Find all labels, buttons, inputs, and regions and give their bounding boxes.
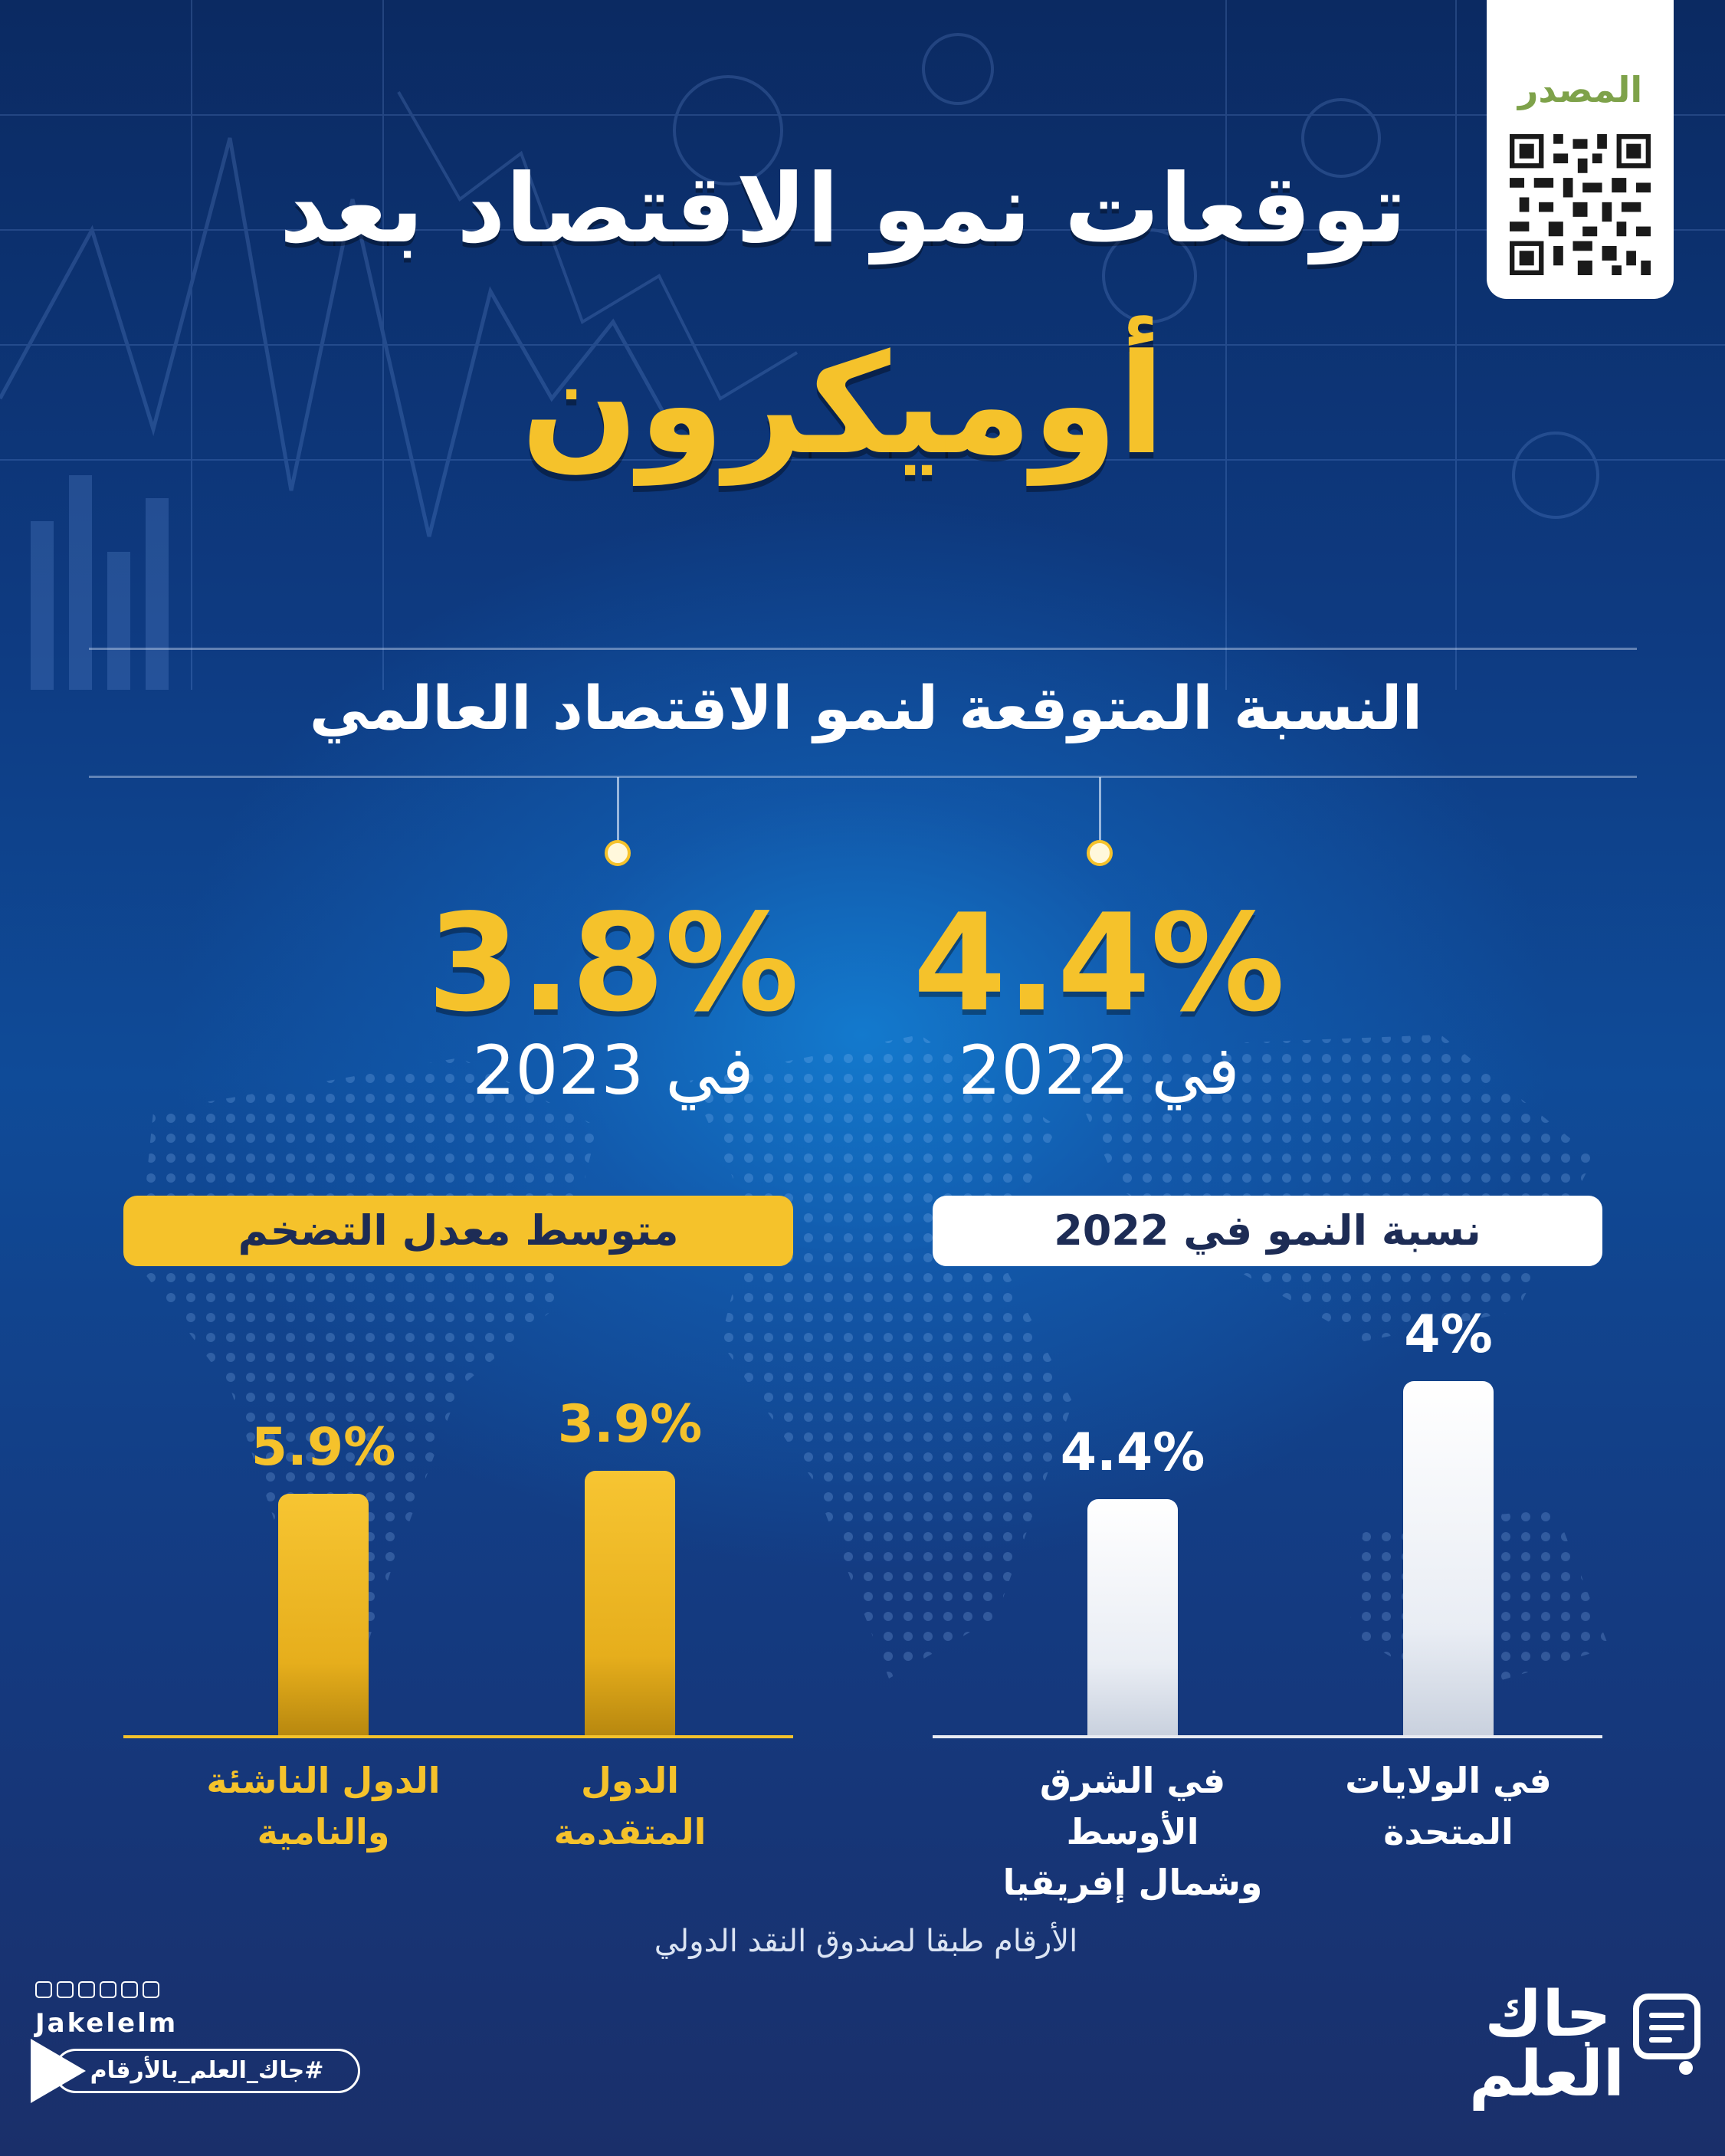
- forecast-year-2022: في 2022: [958, 1031, 1240, 1110]
- title-line-1: توقعات نمو الاقتصاد بعد: [279, 154, 1407, 264]
- instagram-icon[interactable]: [57, 1981, 74, 1998]
- social-handle[interactable]: Jakelelm: [35, 2008, 179, 2039]
- bar-emerging-inflation: [278, 1494, 369, 1735]
- twitter-icon[interactable]: [121, 1981, 138, 1998]
- forecast-year-2023: في 2023: [472, 1031, 754, 1110]
- growth-chart-baseline: [933, 1735, 1602, 1738]
- category-label-mena-line1: في الشرق الأوسط: [1039, 1760, 1226, 1852]
- bar-us-growth: [1403, 1381, 1494, 1735]
- category-label-advanced-line2: المتقدمة: [553, 1810, 707, 1852]
- category-label-us-line2: المتحدة: [1383, 1810, 1513, 1852]
- qr-code-icon[interactable]: [1510, 134, 1651, 275]
- category-label-advanced: الدول المتقدمة: [469, 1755, 791, 1857]
- forecast-value-2022: 4.4%: [913, 886, 1285, 1042]
- bar-label-us-growth: 4%: [1404, 1304, 1493, 1365]
- hashtag-pill: #جاك_العلم_بالأرقام: [54, 2049, 360, 2093]
- brand-logo-text: جاك العلم: [1469, 1978, 1625, 2111]
- connector-2022: [1099, 777, 1101, 851]
- inflation-chart-baseline: [123, 1735, 793, 1738]
- play-icon: [31, 2039, 86, 2103]
- category-label-mena-line2: وشمال إفريقيا: [1002, 1862, 1263, 1904]
- growth-chart-title: نسبة النمو في 2022: [933, 1196, 1602, 1266]
- chat-bubble-logo-icon: [1633, 1994, 1700, 2075]
- facebook-icon[interactable]: [35, 1981, 52, 1998]
- source-label: المصدر: [1517, 69, 1643, 110]
- category-label-us-line1: في الولايات: [1345, 1760, 1552, 1801]
- linkedin-icon[interactable]: [78, 1981, 95, 1998]
- category-label-us: في الولايات المتحدة: [1287, 1755, 1609, 1857]
- title-line-2: أوميكرون: [520, 325, 1166, 485]
- brand-line-2: العلم: [1469, 2037, 1625, 2111]
- section-title: النسبة المتوقعة لنمو الاقتصاد العالمي: [309, 674, 1423, 743]
- category-label-emerging: الدول الناشئة والنامية: [162, 1755, 484, 1857]
- connector-2023: [617, 777, 619, 851]
- bar-advanced-inflation: [585, 1471, 675, 1735]
- connector-node-2023: [605, 840, 631, 866]
- forecast-value-2023: 3.8%: [427, 886, 799, 1042]
- source-footnote: الأرقام طبقا لصندوق النقد الدولي: [654, 1924, 1078, 1959]
- category-label-emerging-line1: الدول الناشئة: [206, 1760, 441, 1801]
- bar-mena-growth: [1087, 1499, 1178, 1735]
- bar-label-mena-growth: 4.4%: [1060, 1423, 1205, 1483]
- source-qr-badge[interactable]: المصدر: [1487, 0, 1674, 299]
- brand-line-1: جاك: [1484, 1978, 1612, 2051]
- social-icons: [35, 1981, 189, 2007]
- connector-node-2022: [1087, 840, 1113, 866]
- bar-label-advanced-inflation: 3.9%: [557, 1394, 703, 1455]
- divider-top: [89, 648, 1637, 650]
- category-label-advanced-line1: الدول: [580, 1760, 680, 1801]
- background-stock-lines: [0, 0, 1725, 690]
- category-label-mena: في الشرق الأوسط وشمال إفريقيا: [972, 1755, 1294, 1908]
- snapchat-icon[interactable]: [100, 1981, 116, 1998]
- divider-bottom: [89, 776, 1637, 778]
- bar-label-emerging-inflation: 5.9%: [251, 1417, 396, 1478]
- telegram-icon[interactable]: [143, 1981, 159, 1998]
- inflation-chart-title: متوسط معدل التضخم: [123, 1196, 793, 1266]
- category-label-emerging-line2: والنامية: [257, 1810, 390, 1852]
